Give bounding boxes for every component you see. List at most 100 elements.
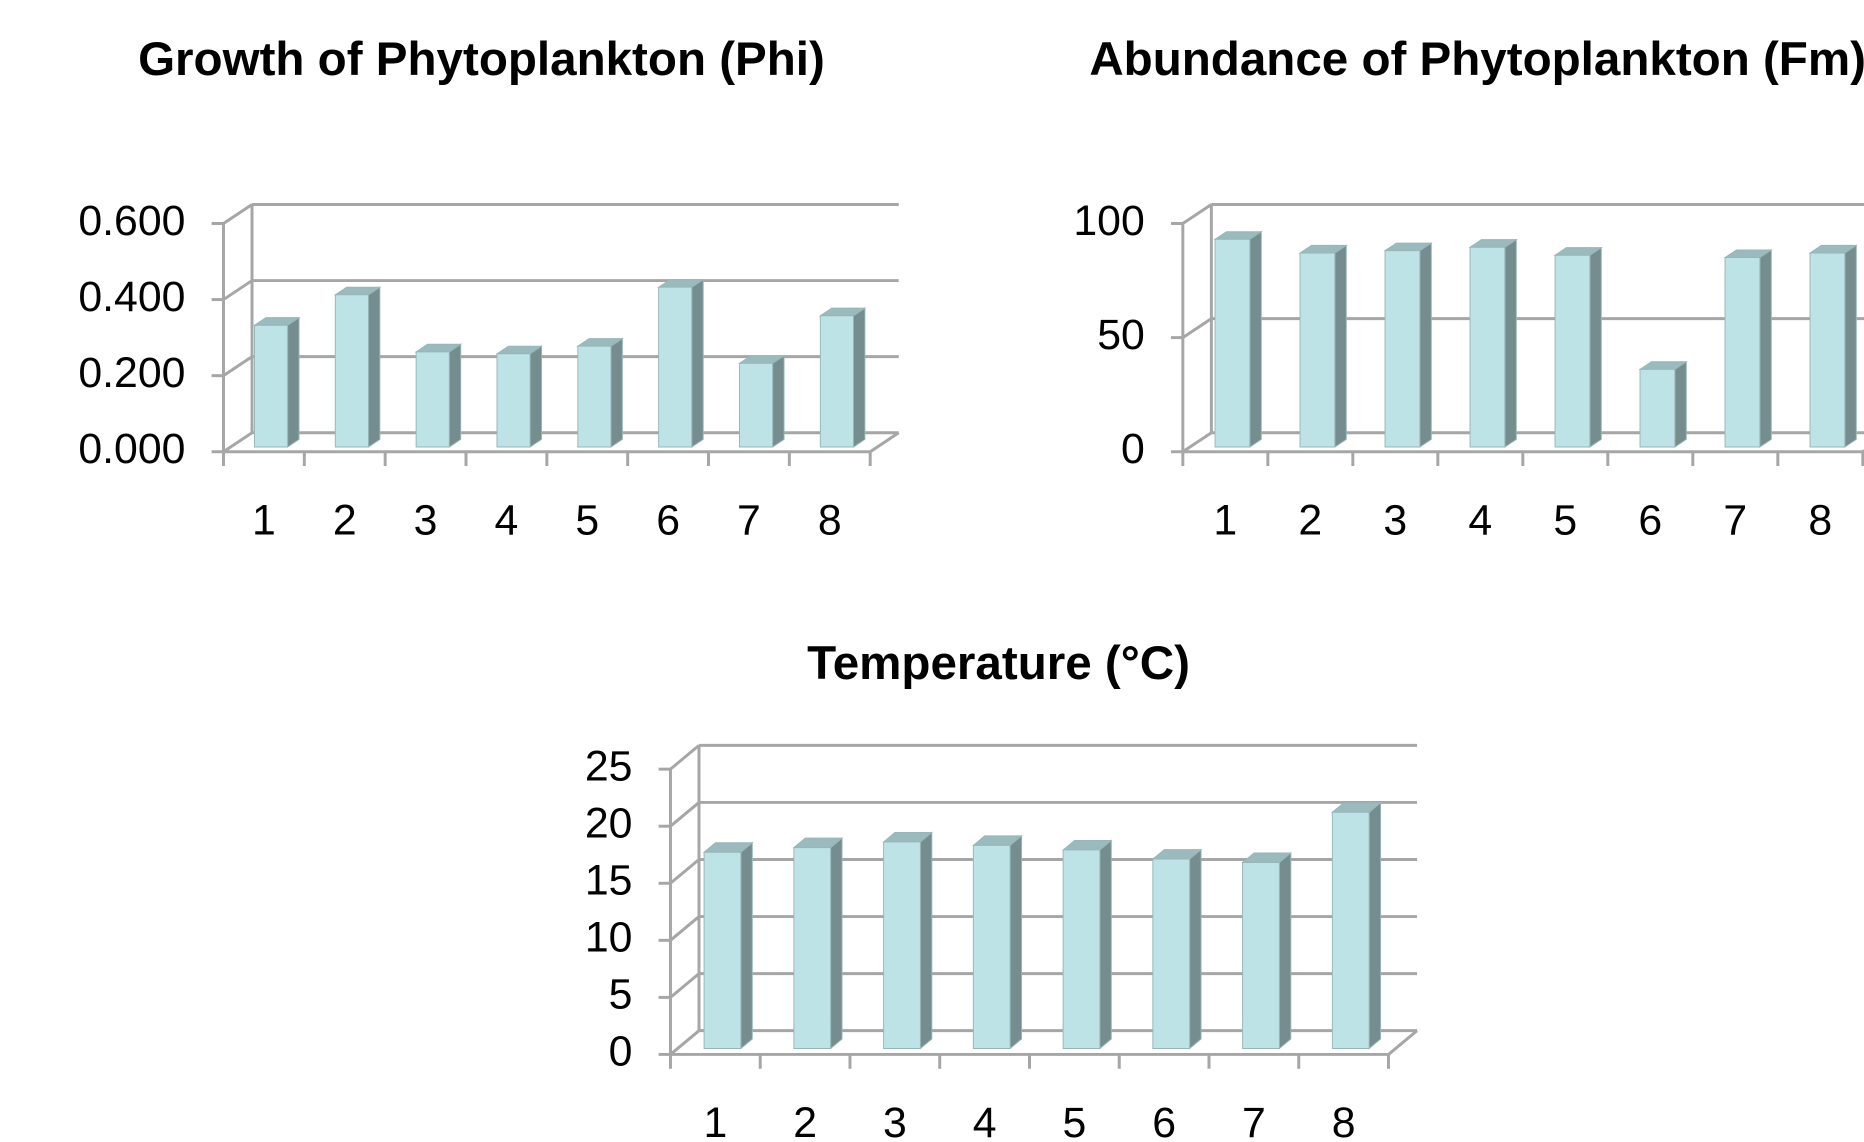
x-tick-label: 3 [1383,496,1407,544]
bar-front [415,351,450,448]
y-tick-label: 15 [585,857,633,905]
bar-side [740,841,753,1050]
bar-side [1368,801,1382,1050]
grid-line-side [222,431,253,453]
bar-side [529,345,543,448]
y-tick-label: 10 [585,914,633,962]
bar-side [1278,851,1292,1050]
bar [1383,242,1433,448]
bar-front [793,847,832,1049]
bar-side [1844,244,1857,448]
bar-front [883,841,921,1049]
bar [1241,851,1293,1050]
x-tick-label: 8 [1808,496,1832,544]
bar-front [819,315,854,448]
y-tick-label: 0.200 [78,349,185,397]
x-tick-label: 4 [1468,496,1492,544]
x-tick-label: 4 [973,1099,997,1142]
x-tick-label: 5 [1062,1099,1086,1142]
chart-title: Temperature (°C) [807,637,1190,690]
bar-front [1554,254,1591,448]
bar-front [334,294,369,448]
grid-line-side [669,1029,700,1056]
bar [1468,238,1518,448]
bar [972,834,1023,1050]
bar [657,278,705,448]
y-tick-label: 25 [585,742,633,790]
grid-line-side [669,972,700,999]
grid-line-side [222,203,253,225]
bar-front [739,362,774,448]
bar [702,841,754,1050]
chart-title: Abundance of Phytoplankton (Fm) [1089,33,1864,86]
bar-side [691,278,704,448]
x-tick-label: 7 [1723,496,1747,544]
bar-side [1009,834,1023,1050]
bar-front [1214,238,1251,448]
y-tick-label: 20 [585,799,633,847]
bar [1213,230,1263,448]
y-tick-label: 0 [609,1028,633,1076]
bar-front [577,345,612,448]
x-tick-label: 2 [793,1099,817,1142]
floor-side [869,431,900,453]
bar-front [972,844,1011,1049]
y-tick-label: 100 [1073,197,1144,245]
bar-front [1809,252,1846,448]
bar [414,343,463,448]
grid-line-side [1182,317,1213,339]
bar [1808,244,1858,448]
x-tick-label: 1 [252,496,276,544]
grid-line-side [1182,203,1213,225]
bar [495,345,544,448]
bar-side [830,837,843,1050]
x-tick-label: 8 [818,496,842,544]
y-tick-label: 0.600 [78,197,185,245]
y-tick-label: 0 [1121,425,1145,473]
bar-front [1724,257,1761,448]
x-tick-label: 7 [737,496,761,544]
bar [1723,249,1773,448]
grid-line-side [669,744,700,771]
bar-front [1384,250,1421,448]
bar-side [287,316,300,448]
bar-front [1469,246,1506,448]
bar-front [253,324,289,448]
bar-side [367,286,381,448]
x-tick-label: 3 [414,496,438,544]
bar [576,337,624,448]
chart-title: Growth of Phytoplankton (Phi) [138,33,825,86]
bar-front [1062,849,1101,1049]
y-tick-label: 0.000 [78,425,185,473]
bar-side [1334,244,1347,448]
y-tick-label: 0.400 [78,273,185,321]
bar-front [1152,858,1191,1049]
grid-line-side [669,915,700,942]
bar [1638,360,1688,448]
x-tick-label: 1 [1213,496,1237,544]
x-tick-label: 5 [1553,496,1577,544]
x-tick-label: 6 [1152,1099,1176,1142]
bar-side [1099,839,1112,1050]
x-tick-label: 2 [333,496,357,544]
bar [818,307,867,448]
bar-front [1299,252,1336,448]
x-tick-label: 6 [1638,496,1662,544]
bar [737,354,786,448]
floor-side [1387,1029,1418,1056]
grid-line-side [669,858,700,885]
bar-side [1759,249,1772,448]
bar [1331,801,1382,1050]
x-tick-label: 6 [656,496,680,544]
bar-front [703,851,742,1049]
bar-front [496,353,531,448]
bar-side [772,354,785,448]
bar [252,316,301,448]
x-tick-label: 5 [575,496,599,544]
bar-front [1331,811,1370,1049]
x-tick-label: 3 [883,1099,907,1142]
bar-side [1504,238,1517,448]
grid-line-side [669,801,700,828]
